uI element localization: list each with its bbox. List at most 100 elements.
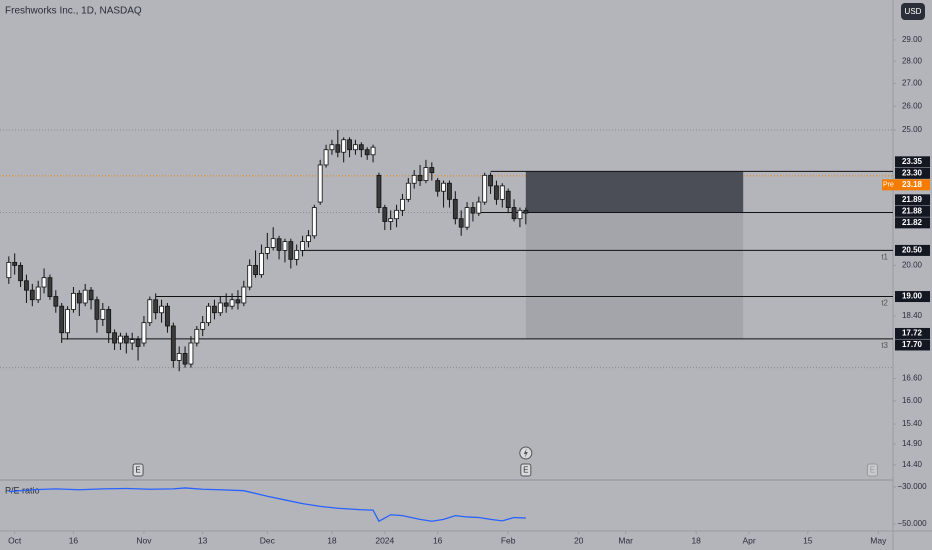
candle-body: [288, 241, 294, 260]
price-label-box: [895, 217, 930, 229]
currency-label[interactable]: USD: [905, 7, 922, 16]
candle-body: [364, 149, 370, 156]
candle-body: [29, 289, 35, 301]
candle-body: [65, 309, 70, 334]
x-tick-label: Feb: [501, 535, 516, 545]
candle-body: [482, 174, 488, 203]
candle-body: [294, 250, 300, 260]
candle-body: [82, 289, 88, 304]
candle-body: [417, 174, 423, 181]
y-tick-label: 15.40: [902, 419, 923, 428]
candle-body: [35, 286, 41, 301]
pe-y-tick-label: −30.000: [897, 482, 927, 491]
candle-body: [94, 299, 100, 320]
candle-body: [505, 190, 511, 208]
candle-body: [353, 144, 358, 151]
x-tick-label: 2024: [375, 535, 394, 545]
pe-y-tick-label: −50.000: [897, 519, 927, 528]
candle-body: [129, 339, 135, 344]
price-label: 23.18: [902, 180, 923, 189]
price-label: 23.30: [902, 168, 923, 177]
candle-body: [382, 207, 388, 222]
candle-body: [329, 144, 335, 151]
candle-body: [217, 302, 223, 314]
candle-body: [276, 238, 282, 251]
candle-body: [241, 286, 247, 304]
candle-body: [200, 322, 206, 330]
candle-body: [358, 144, 364, 151]
candle-body: [206, 305, 211, 324]
price-label: 21.82: [902, 218, 923, 227]
level-tag: t2: [881, 299, 888, 308]
price-label: 19.00: [902, 292, 923, 301]
candle-body: [106, 309, 112, 334]
candle-body: [347, 139, 352, 151]
price-label-box: [895, 244, 930, 256]
y-tick-label: 16.60: [902, 374, 923, 383]
candle-body: [452, 198, 458, 220]
candle-body: [282, 241, 288, 251]
y-tick-label: 26.00: [902, 101, 923, 110]
price-label-box: [895, 156, 930, 168]
level-tag: t3: [881, 341, 888, 350]
candle-body: [141, 322, 147, 344]
candle-body: [311, 207, 317, 237]
y-tick-label: 16.00: [902, 396, 923, 405]
x-tick-label: Apr: [742, 535, 755, 545]
event-marker: [132, 463, 144, 477]
candle-body: [247, 265, 253, 288]
price-label-box: [895, 339, 930, 351]
candle-body: [488, 174, 493, 187]
candle-body: [147, 299, 153, 324]
level-tag: t1: [881, 253, 888, 262]
candle-body: [388, 218, 394, 222]
event-label: E: [135, 466, 140, 475]
candle-body: [18, 265, 23, 282]
candle-body: [511, 207, 517, 220]
price-label: 20.50: [902, 246, 923, 255]
candle-body: [88, 289, 94, 301]
price-label-box: [895, 179, 930, 191]
y-tick-label: 25.00: [902, 125, 923, 134]
candle-body: [494, 185, 499, 200]
candle-body: [100, 309, 106, 320]
x-tick-label: Nov: [136, 535, 152, 545]
price-label-box: [895, 194, 930, 206]
candle-body: [229, 299, 235, 307]
candle-body: [517, 209, 523, 220]
candle-body: [76, 292, 82, 304]
candle-body: [235, 299, 241, 304]
currency-button[interactable]: [901, 3, 925, 20]
candle-body: [464, 207, 470, 228]
y-tick-label: 20.00: [902, 261, 923, 270]
candle-body: [458, 218, 464, 228]
event-marker: [866, 463, 878, 477]
y-tick-label: 28.00: [902, 56, 923, 65]
candle-body: [405, 182, 411, 200]
candle-body: [470, 207, 476, 214]
candle-body: [270, 238, 276, 248]
candle-body: [123, 335, 129, 344]
candle-body: [118, 335, 123, 344]
candle-body: [300, 241, 305, 251]
x-tick-label: 16: [433, 535, 443, 545]
x-tick-label: 15: [803, 535, 813, 545]
candle-body: [47, 277, 53, 297]
candle-body: [447, 182, 452, 200]
candle-body: [253, 265, 258, 275]
x-tick-label: 18: [691, 535, 701, 545]
candle-body: [212, 305, 217, 314]
candle-body: [53, 296, 59, 307]
candle-body: [24, 280, 29, 291]
position-stop-zone: [525, 212, 744, 339]
candle-body: [441, 182, 446, 192]
candle-body: [411, 174, 417, 184]
price-label: 17.70: [902, 340, 923, 349]
price-label-box: [895, 291, 930, 303]
candle-body: [165, 305, 170, 327]
candle-body: [335, 144, 341, 153]
price-label: 21.89: [902, 195, 923, 204]
candle-body: [153, 299, 159, 314]
candle-body: [435, 180, 441, 192]
